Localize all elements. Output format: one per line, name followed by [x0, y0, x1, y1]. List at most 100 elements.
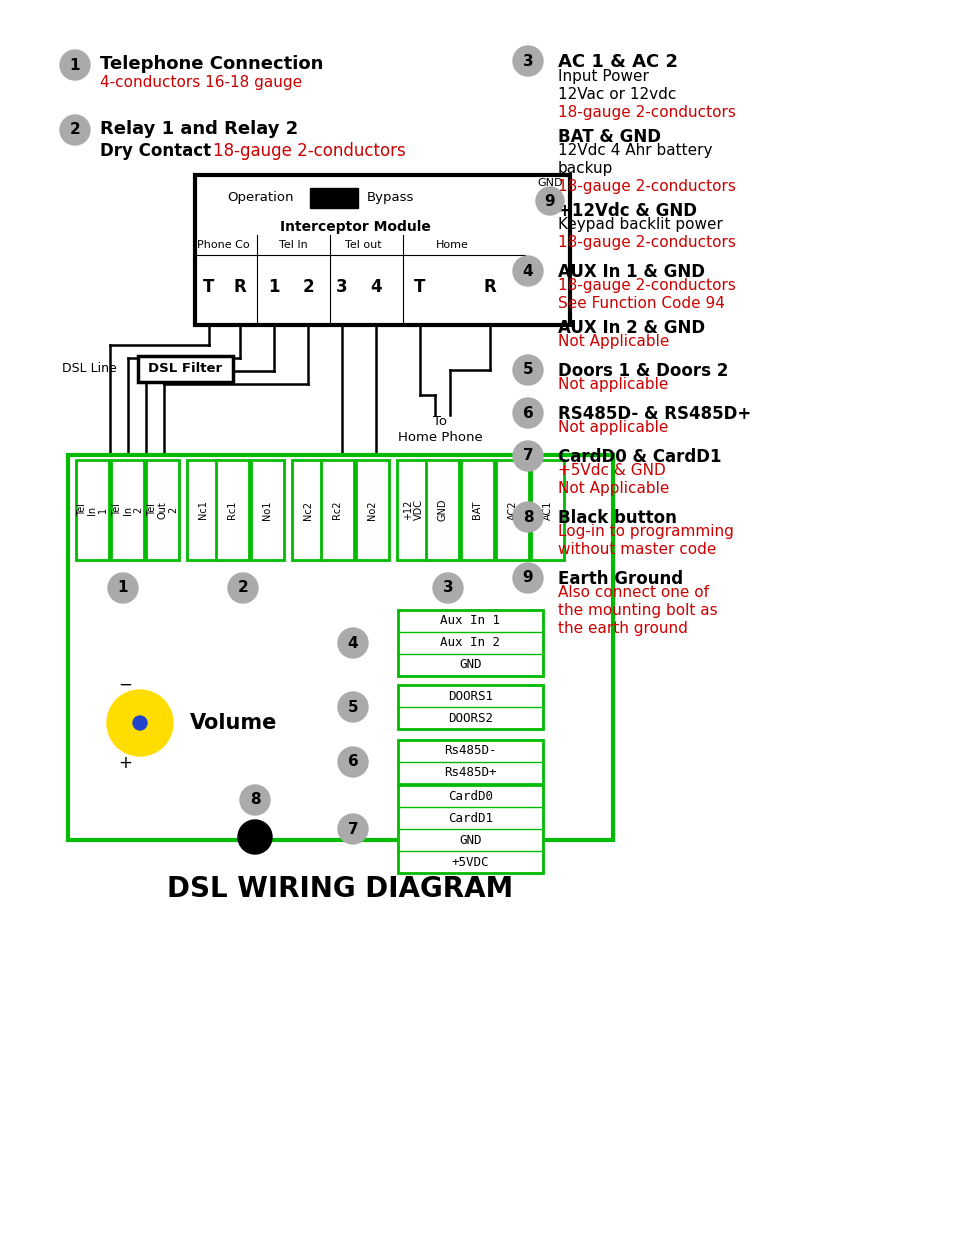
Text: DOORS2: DOORS2: [448, 711, 493, 725]
Circle shape: [337, 692, 368, 722]
Text: Volume: Volume: [190, 713, 277, 734]
Text: 12Vdc 4 Ahr battery: 12Vdc 4 Ahr battery: [558, 143, 712, 158]
Text: 18-gauge 2-conductors: 18-gauge 2-conductors: [558, 278, 735, 293]
Text: R: R: [483, 278, 496, 296]
Text: T: T: [414, 278, 425, 296]
Text: 1: 1: [70, 58, 80, 73]
FancyBboxPatch shape: [397, 785, 542, 873]
Circle shape: [513, 46, 542, 77]
Text: Input Power: Input Power: [558, 69, 648, 84]
Circle shape: [513, 563, 542, 593]
Text: 5: 5: [347, 699, 358, 715]
Text: Tel
Out
2: Tel Out 2: [147, 501, 178, 519]
Text: Aux In 1: Aux In 1: [440, 615, 500, 627]
Text: +5VDC: +5VDC: [452, 856, 489, 868]
Text: Rc2: Rc2: [333, 500, 342, 519]
Text: Home: Home: [436, 240, 468, 249]
Text: 8: 8: [522, 510, 533, 525]
Text: 4-conductors 16-18 gauge: 4-conductors 16-18 gauge: [100, 75, 302, 90]
Text: 3: 3: [522, 53, 533, 68]
Text: BAT: BAT: [472, 500, 482, 519]
Circle shape: [108, 573, 138, 603]
Text: 8: 8: [250, 793, 260, 808]
Circle shape: [513, 501, 542, 532]
Text: RS485D- & RS485D+: RS485D- & RS485D+: [558, 405, 750, 424]
Circle shape: [237, 820, 272, 853]
Text: 9: 9: [522, 571, 533, 585]
Text: 18-gauge 2-conductors: 18-gauge 2-conductors: [558, 179, 735, 194]
Text: the mounting bolt as: the mounting bolt as: [558, 603, 717, 618]
Text: To
Home Phone: To Home Phone: [397, 415, 482, 445]
Text: Rc1: Rc1: [227, 501, 237, 519]
FancyBboxPatch shape: [397, 740, 542, 784]
Text: +12Vdc & GND: +12Vdc & GND: [558, 203, 697, 220]
Text: DSL Filter: DSL Filter: [148, 363, 222, 375]
Text: Bypass: Bypass: [367, 190, 414, 204]
Text: GND: GND: [458, 658, 481, 672]
Text: GND: GND: [437, 499, 447, 521]
Text: AUX In 1 & GND: AUX In 1 & GND: [558, 263, 704, 282]
Circle shape: [337, 814, 368, 844]
FancyBboxPatch shape: [397, 610, 542, 676]
Circle shape: [132, 716, 147, 730]
Text: Telephone Connection: Telephone Connection: [100, 56, 323, 73]
Text: Interceptor Module: Interceptor Module: [279, 220, 430, 233]
Text: See Function Code 94: See Function Code 94: [558, 296, 724, 311]
Circle shape: [513, 256, 542, 287]
Text: GND: GND: [458, 834, 481, 846]
Text: AC1: AC1: [542, 500, 552, 520]
Text: CardD1: CardD1: [448, 811, 493, 825]
Text: Not Applicable: Not Applicable: [558, 480, 669, 496]
Text: Tel out: Tel out: [344, 240, 381, 249]
Text: 4: 4: [370, 278, 381, 296]
FancyBboxPatch shape: [111, 459, 144, 559]
Text: Not Applicable: Not Applicable: [558, 333, 669, 350]
Text: DSL WIRING DIAGRAM: DSL WIRING DIAGRAM: [167, 876, 513, 903]
Circle shape: [513, 398, 542, 429]
FancyBboxPatch shape: [146, 459, 179, 559]
Text: Nc1: Nc1: [198, 500, 209, 520]
Text: −: −: [118, 676, 132, 694]
FancyBboxPatch shape: [426, 459, 458, 559]
Text: No2: No2: [367, 500, 377, 520]
FancyBboxPatch shape: [460, 459, 494, 559]
Text: without master code: without master code: [558, 542, 716, 557]
FancyBboxPatch shape: [76, 459, 109, 559]
Text: 6: 6: [347, 755, 358, 769]
Bar: [310, 188, 357, 207]
Text: CardD0 & CardD1: CardD0 & CardD1: [558, 448, 720, 466]
Text: +: +: [118, 755, 132, 772]
FancyBboxPatch shape: [531, 459, 563, 559]
FancyBboxPatch shape: [251, 459, 284, 559]
Circle shape: [60, 115, 90, 144]
Text: 5: 5: [522, 363, 533, 378]
FancyBboxPatch shape: [292, 459, 325, 559]
FancyBboxPatch shape: [320, 459, 354, 559]
Text: Not applicable: Not applicable: [558, 377, 668, 391]
Text: +12
VDC: +12 VDC: [403, 499, 423, 520]
Text: BAT & GND: BAT & GND: [558, 128, 660, 146]
FancyBboxPatch shape: [397, 685, 542, 729]
Text: the earth ground: the earth ground: [558, 621, 687, 636]
Text: Rs485D-: Rs485D-: [444, 745, 497, 757]
Circle shape: [60, 49, 90, 80]
Text: Not applicable: Not applicable: [558, 420, 668, 435]
Text: No1: No1: [262, 500, 273, 520]
Text: Dry Contact: Dry Contact: [100, 142, 216, 161]
Text: Aux In 2: Aux In 2: [440, 636, 500, 650]
Text: 6: 6: [522, 405, 533, 420]
Text: R: R: [233, 278, 246, 296]
Text: 1: 1: [117, 580, 128, 595]
Text: Earth Ground: Earth Ground: [558, 571, 682, 588]
Text: 4: 4: [347, 636, 358, 651]
Bar: [194, 175, 569, 325]
Text: DOORS1: DOORS1: [448, 689, 493, 703]
Text: 3: 3: [442, 580, 453, 595]
Circle shape: [433, 573, 462, 603]
Text: AC2: AC2: [507, 500, 517, 520]
Text: 4: 4: [522, 263, 533, 279]
FancyBboxPatch shape: [187, 459, 220, 559]
Text: 18-gauge 2-conductors: 18-gauge 2-conductors: [558, 235, 735, 249]
FancyBboxPatch shape: [68, 454, 613, 840]
Text: GND: GND: [537, 178, 562, 188]
